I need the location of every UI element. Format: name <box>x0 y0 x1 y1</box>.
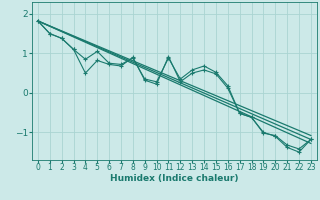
X-axis label: Humidex (Indice chaleur): Humidex (Indice chaleur) <box>110 174 239 183</box>
